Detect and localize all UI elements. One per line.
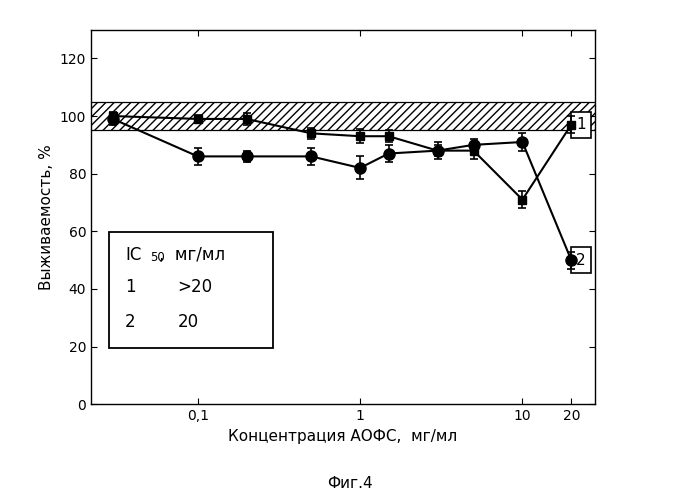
- Text: 50: 50: [150, 251, 165, 264]
- Text: 1: 1: [125, 278, 136, 296]
- Text: 2: 2: [576, 252, 586, 268]
- Text: 1: 1: [576, 117, 586, 132]
- Text: 20: 20: [178, 313, 199, 331]
- Text: IC: IC: [125, 246, 141, 264]
- Text: Фиг.4: Фиг.4: [327, 476, 373, 491]
- X-axis label: Концентрация АОФС,  мг/мл: Концентрация АОФС, мг/мл: [228, 429, 458, 444]
- Text: ,  мг/мл: , мг/мл: [159, 246, 225, 264]
- Text: 2: 2: [125, 313, 136, 331]
- Text: >20: >20: [178, 278, 213, 296]
- Y-axis label: Выживаемость, %: Выживаемость, %: [39, 144, 54, 290]
